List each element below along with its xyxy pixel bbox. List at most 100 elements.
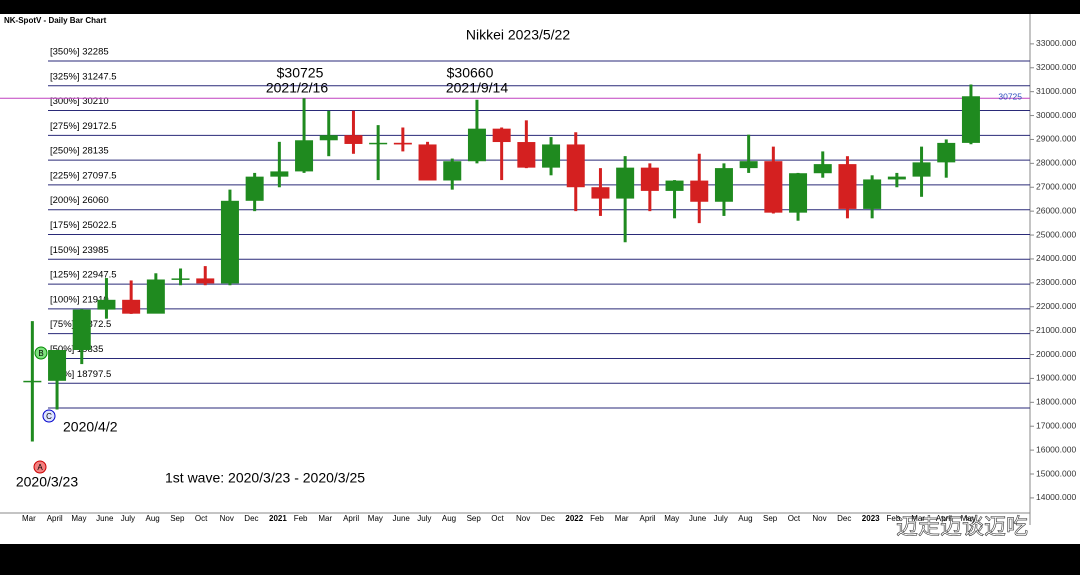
chart-subtitle: NK-SpotV - Daily Bar Chart <box>4 16 107 25</box>
candle-body <box>492 128 511 143</box>
x-tick-label: Dec <box>244 514 258 523</box>
y-tick-label: 27000.000 <box>1036 182 1076 192</box>
y-tick-label: 18000.000 <box>1036 397 1076 407</box>
candle-body <box>196 278 215 284</box>
y-tick-label: 32000.000 <box>1036 62 1076 72</box>
y-tick-label: 14000.000 <box>1036 492 1076 502</box>
x-tick-label: Oct <box>195 514 208 523</box>
candle-body <box>739 161 758 169</box>
x-tick-label: June <box>689 514 707 523</box>
marker-b: B <box>34 346 48 360</box>
level-label: [250%] 28135 <box>50 146 109 157</box>
x-tick-label: Oct <box>491 514 504 523</box>
candle-body <box>344 135 363 144</box>
x-tick-label: Mar <box>911 514 925 523</box>
y-tick-label: 29000.000 <box>1036 134 1076 144</box>
candle-body <box>813 164 832 174</box>
candle-body <box>122 299 141 314</box>
y-tick-label: 21000.000 <box>1036 325 1076 335</box>
level-label: [275%] 29172.5 <box>50 121 117 132</box>
candle-body <box>146 279 165 314</box>
candle-body <box>97 299 116 310</box>
x-tick-label: Sep <box>763 514 778 523</box>
x-tick-label: May <box>961 514 976 523</box>
annotation: 2021/9/14 <box>446 80 508 96</box>
level-label: [350%] 32285 <box>50 46 109 57</box>
x-tick-label: Aug <box>146 514 160 523</box>
x-tick-label: Feb <box>590 514 604 523</box>
x-tick-label: Aug <box>442 514 456 523</box>
x-tick-label: July <box>121 514 135 523</box>
x-tick-label: Dec <box>541 514 555 523</box>
x-tick-label: Nov <box>812 514 826 523</box>
x-tick-label: Dec <box>837 514 851 523</box>
x-tick-label: April <box>47 514 63 523</box>
candle-body <box>517 142 536 168</box>
x-tick-label: April <box>343 514 359 523</box>
x-tick-label: July <box>714 514 728 523</box>
candle-body <box>171 278 190 280</box>
candle-body <box>566 144 585 188</box>
candle-body <box>665 180 684 191</box>
marker-label: A <box>37 463 43 472</box>
y-tick-label: 31000.000 <box>1036 86 1076 96</box>
x-tick-label: Oct <box>788 514 801 523</box>
x-tick-label: May <box>664 514 679 523</box>
candle-body <box>937 142 956 163</box>
candle-body <box>443 161 462 181</box>
y-tick-label: 25000.000 <box>1036 229 1076 239</box>
annotation: $30660 <box>447 65 494 81</box>
marker-label: C <box>46 412 52 421</box>
y-tick-label: 20000.000 <box>1036 349 1076 359</box>
x-tick-label: June <box>393 514 411 523</box>
y-tick-label: 19000.000 <box>1036 373 1076 383</box>
y-tick-label: 26000.000 <box>1036 205 1076 215</box>
candle-body <box>369 142 388 145</box>
annotation: 2021/2/16 <box>266 80 328 96</box>
candle-body <box>319 135 338 141</box>
x-tick-label: Mar <box>22 514 36 523</box>
x-tick-label: April <box>640 514 656 523</box>
x-tick-label: Sep <box>170 514 185 523</box>
candle-body <box>245 176 264 201</box>
y-tick-label: 16000.000 <box>1036 444 1076 454</box>
x-tick-label: Mar <box>318 514 332 523</box>
y-tick-label: 24000.000 <box>1036 253 1076 263</box>
candle-body <box>270 171 289 177</box>
x-tick-label: Nov <box>516 514 530 523</box>
x-tick-label: Nov <box>220 514 234 523</box>
candle-body <box>887 176 906 180</box>
candle-body <box>23 380 42 383</box>
annotation: 2020/4/2 <box>63 419 118 435</box>
y-tick-label: 17000.000 <box>1036 420 1076 430</box>
level-label: [300%] 30210 <box>50 96 109 107</box>
level-label: [200%] 26060 <box>50 195 109 206</box>
plot-background <box>0 14 1080 544</box>
level-label: [325%] 31247.5 <box>50 71 117 82</box>
y-tick-label: 33000.000 <box>1036 38 1076 48</box>
marker-label: B <box>38 349 43 358</box>
candle-body <box>467 128 486 162</box>
candle-body <box>48 349 67 381</box>
y-tick-label: 15000.000 <box>1036 468 1076 478</box>
candle-body <box>714 168 733 202</box>
x-tick-label: 2022 <box>565 514 583 523</box>
annotation: 2020/3/23 <box>16 474 78 490</box>
y-tick-label: 22000.000 <box>1036 301 1076 311</box>
candle-body <box>912 162 931 177</box>
candle-body <box>220 200 239 284</box>
watermark: 迈走迈谈迈吃 <box>896 514 1028 539</box>
y-tick-label: 28000.000 <box>1036 158 1076 168</box>
y-tick-label: 23000.000 <box>1036 277 1076 287</box>
candle-body <box>418 144 437 181</box>
candle-body <box>690 180 709 202</box>
candle-body <box>961 96 980 143</box>
y-tick-label: 30000.000 <box>1036 110 1076 120</box>
x-tick-label: July <box>417 514 431 523</box>
candle-body <box>838 164 857 209</box>
annotation: 1st wave: 2020/3/23 - 2020/3/25 <box>165 470 365 486</box>
candle-body <box>295 140 314 172</box>
marker-a: A <box>33 460 47 474</box>
x-tick-label: Feb <box>887 514 901 523</box>
